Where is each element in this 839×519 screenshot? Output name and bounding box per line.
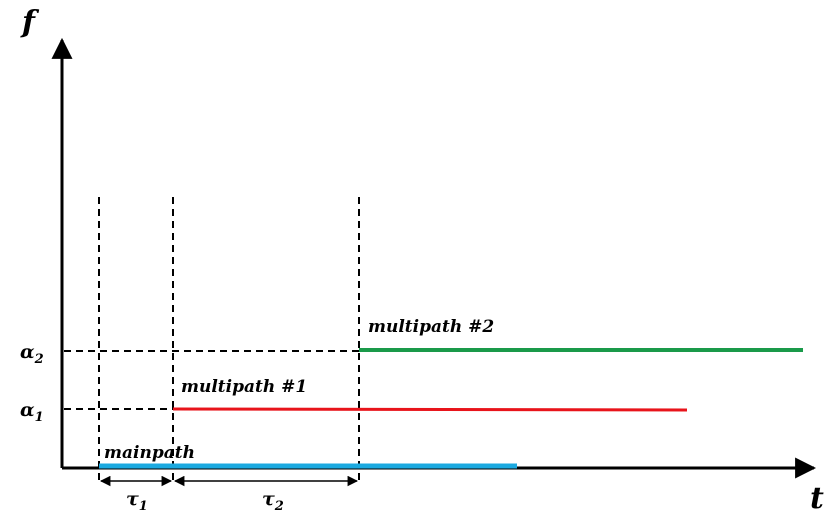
multipath-1-label: multipath #1 — [181, 377, 307, 397]
level-label: α1 — [20, 399, 44, 425]
delay-label: τ1 — [126, 488, 148, 514]
delay-symbol: τ — [126, 488, 139, 510]
level-subscript: 1 — [35, 410, 44, 425]
level-symbol: α — [20, 399, 35, 421]
delay-label: τ2 — [262, 488, 284, 514]
multipath-1-line — [172, 407, 688, 412]
delay-subscript: 2 — [274, 499, 284, 514]
level-symbol: α — [20, 341, 35, 363]
delay-symbol: τ — [262, 488, 275, 510]
mainpath-label: mainpath — [104, 443, 195, 463]
y-axis-label: f — [20, 5, 40, 40]
x-axis-label: t — [810, 481, 824, 516]
level-label: α2 — [20, 341, 44, 367]
delay-subscript: 1 — [139, 499, 148, 514]
level-subscript: 2 — [34, 352, 44, 367]
multipath-2-label: multipath #2 — [368, 317, 494, 337]
